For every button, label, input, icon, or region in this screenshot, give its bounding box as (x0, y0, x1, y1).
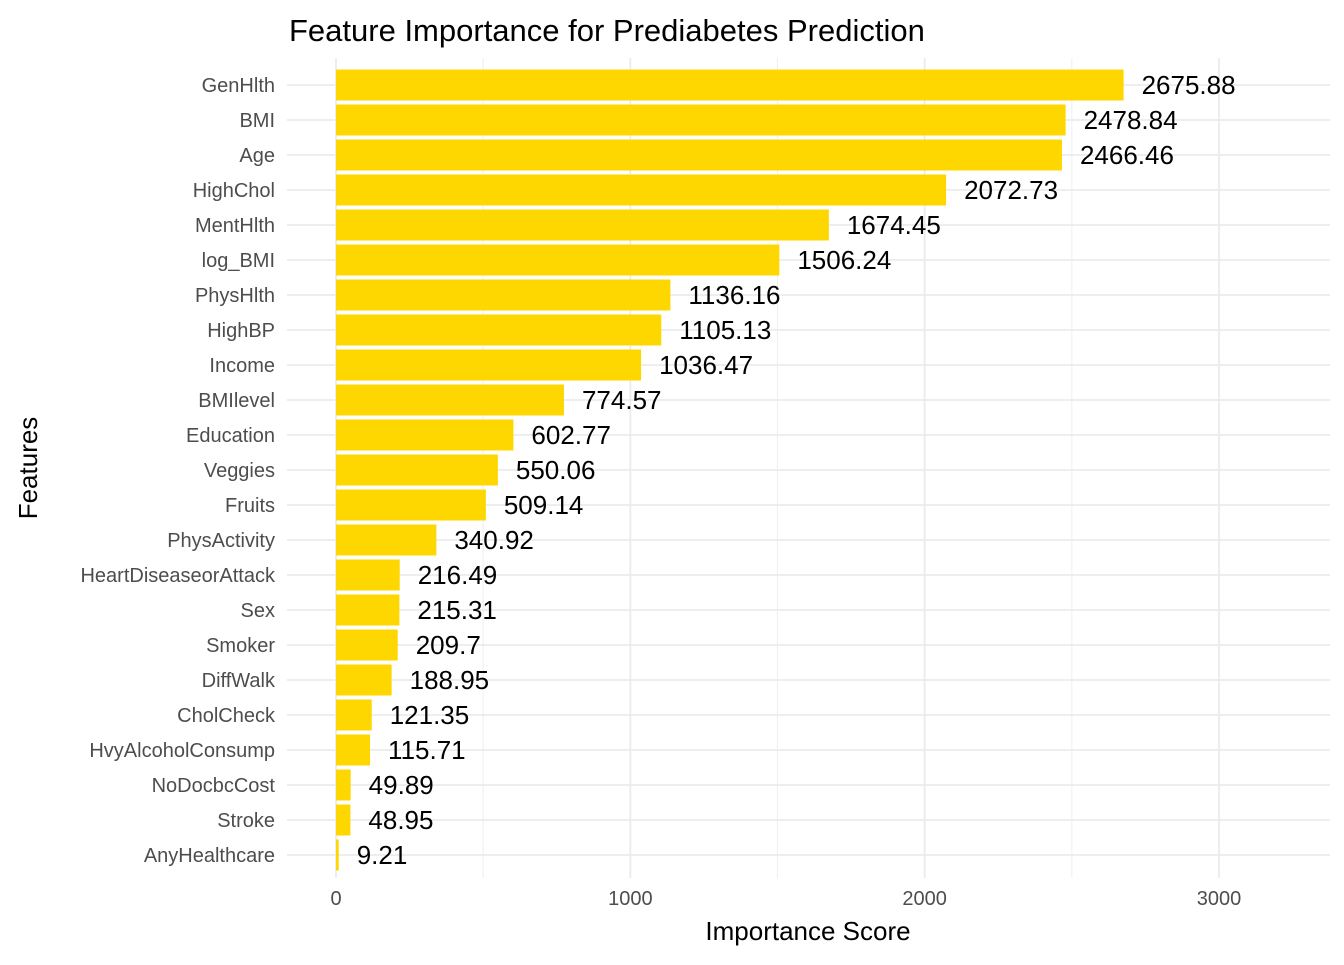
y-tick-label: HighChol (193, 180, 275, 202)
bar-value-label: 2675.88 (1142, 70, 1236, 100)
bar-value-label: 121.35 (390, 700, 470, 730)
bar-value-label: 1105.13 (679, 315, 771, 345)
bar-value-label: 550.06 (516, 455, 596, 485)
bar-value-label: 48.95 (368, 805, 433, 835)
y-tick-label: MentHlth (195, 215, 275, 237)
y-tick-label: BMI (239, 110, 275, 132)
y-tick-label: log_BMI (202, 250, 275, 272)
bar (336, 139, 1062, 171)
bar (336, 489, 486, 521)
bar (336, 384, 564, 416)
x-axis-title: Importance Score (705, 916, 910, 946)
y-tick-label: HvyAlcoholConsump (89, 740, 275, 762)
bar (336, 664, 392, 696)
bar (336, 559, 400, 591)
bar (336, 804, 351, 836)
bar (336, 629, 398, 661)
y-tick-label: DiffWalk (202, 670, 276, 692)
bar (336, 279, 671, 311)
bar-value-label: 340.92 (454, 525, 534, 555)
x-tick-label: 0 (330, 888, 341, 910)
bar-value-label: 2478.84 (1084, 105, 1178, 135)
x-tick-label: 3000 (1197, 888, 1242, 910)
bar-value-label: 509.14 (504, 490, 584, 520)
x-axis-tick-labels: 0 1000 2000 3000 (330, 888, 1241, 910)
y-axis-title: Features (13, 417, 43, 520)
bar (336, 174, 947, 206)
y-tick-label: Income (209, 355, 275, 377)
bar (336, 734, 371, 766)
bar-value-label: 602.77 (531, 420, 611, 450)
bar-value-label: 774.57 (582, 385, 662, 415)
y-tick-label: GenHlth (202, 75, 275, 97)
bar-value-label: 49.89 (369, 770, 434, 800)
y-tick-label: Fruits (225, 495, 275, 517)
bar (336, 104, 1066, 136)
bar (336, 699, 372, 731)
y-tick-label: Veggies (204, 460, 275, 482)
bar (336, 349, 642, 381)
bar (336, 594, 400, 626)
bar (336, 244, 780, 276)
bar-value-label: 2072.73 (964, 175, 1058, 205)
y-tick-label: CholCheck (177, 705, 276, 727)
bar-value-label: 9.21 (357, 840, 408, 870)
bar (336, 419, 514, 451)
bar-value-label: 2466.46 (1080, 140, 1174, 170)
bar (336, 839, 339, 871)
bar-value-label: 1674.45 (847, 210, 941, 240)
y-tick-label: Stroke (217, 810, 275, 832)
x-tick-label: 1000 (608, 888, 653, 910)
bar (336, 769, 351, 801)
bars (336, 69, 1124, 871)
bar-value-label: 1036.47 (659, 350, 753, 380)
bar (336, 209, 829, 241)
y-tick-label: HighBP (207, 320, 275, 342)
y-tick-label: Age (239, 145, 275, 167)
bar-value-label: 216.49 (418, 560, 498, 590)
y-axis-tick-labels: GenHlth BMI Age HighChol MentHlth log_BMI Phys… (80, 75, 276, 867)
bar (336, 524, 437, 556)
bar-value-label: 215.31 (417, 595, 497, 625)
y-tick-label: Sex (241, 600, 275, 622)
y-tick-label: NoDocbcCost (152, 775, 276, 797)
bar-value-label: 1506.24 (797, 245, 891, 275)
y-tick-label: Smoker (206, 635, 275, 657)
x-tick-label: 2000 (902, 888, 947, 910)
bar-value-label: 115.71 (388, 735, 466, 765)
bar-value-label: 209.7 (416, 630, 481, 660)
y-tick-label: BMIlevel (198, 390, 275, 412)
bar (336, 69, 1124, 101)
bar (336, 454, 498, 486)
bar (336, 314, 662, 346)
y-tick-label: Education (186, 425, 275, 447)
chart-title: Feature Importance for Prediabetes Predi… (289, 13, 925, 48)
y-tick-label: AnyHealthcare (144, 845, 275, 867)
y-tick-label: PhysActivity (167, 530, 275, 552)
bar-value-label: 188.95 (410, 665, 490, 695)
value-labels: 2675.88 2478.84 2466.46 2072.73 1674.45 1506.… (357, 70, 1236, 870)
y-tick-label: HeartDiseaseorAttack (80, 565, 276, 587)
bar-value-label: 1136.16 (688, 280, 780, 310)
y-tick-label: PhysHlth (195, 285, 275, 307)
